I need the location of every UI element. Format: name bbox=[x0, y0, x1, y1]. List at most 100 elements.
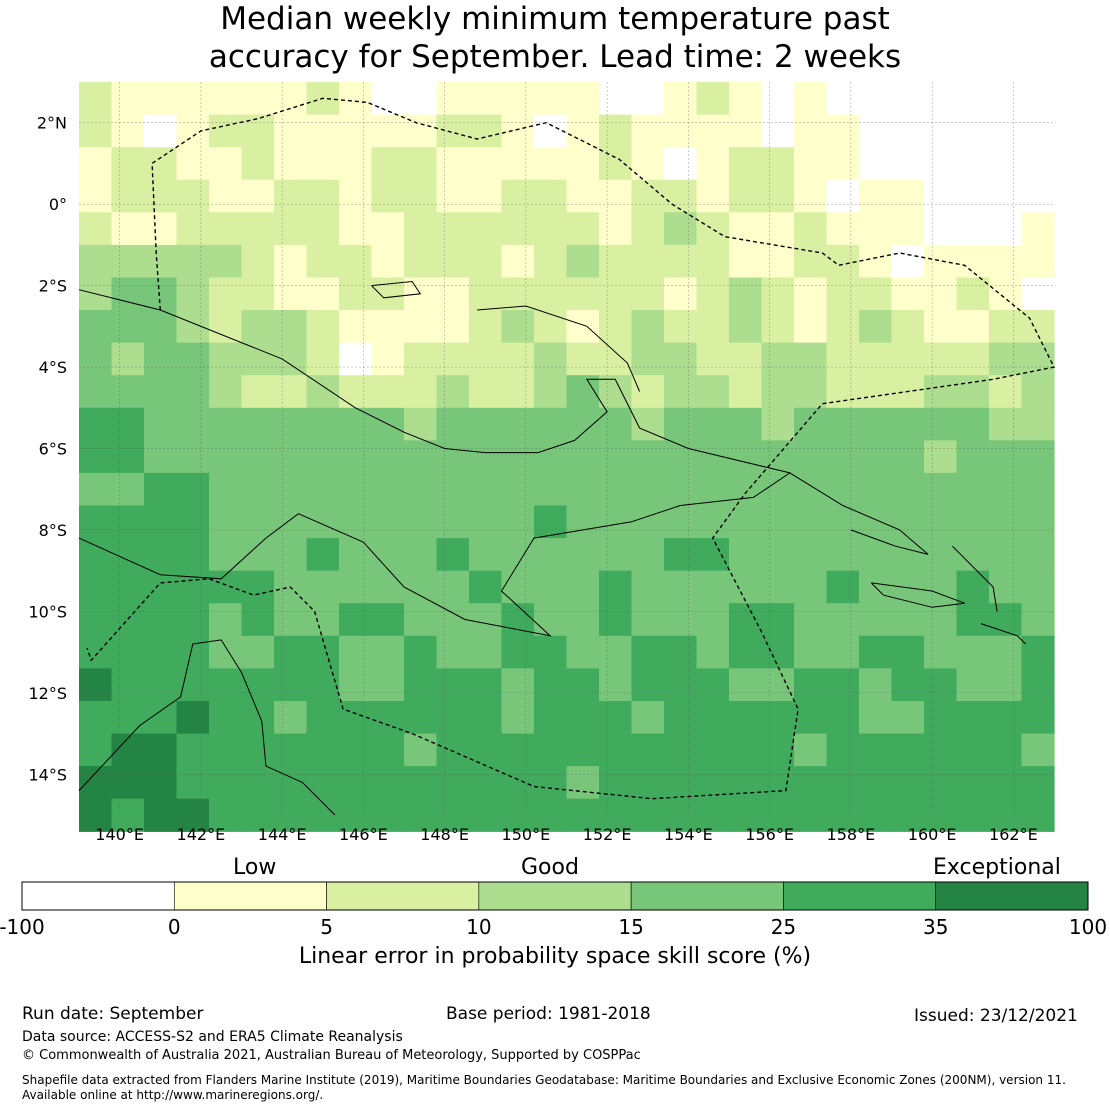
grid-cell bbox=[371, 570, 405, 604]
grid-cell bbox=[924, 440, 958, 474]
grid-cell bbox=[794, 472, 828, 507]
grid-cell bbox=[79, 701, 113, 735]
grid-cell bbox=[371, 440, 405, 474]
grid-cell bbox=[599, 114, 633, 148]
grid-cell bbox=[404, 668, 438, 702]
grid-cell bbox=[209, 701, 243, 735]
grid-cell bbox=[176, 407, 210, 441]
grid-cell bbox=[469, 668, 503, 702]
grid-cell bbox=[891, 668, 925, 702]
grid-cell bbox=[599, 570, 633, 604]
grid-cell bbox=[989, 440, 1023, 474]
grid-cell bbox=[794, 407, 828, 441]
copyright: © Commonwealth of Australia 2021, Austra… bbox=[22, 1048, 641, 1063]
grid-cell bbox=[241, 733, 275, 767]
grid-cell bbox=[534, 310, 568, 344]
grid-cell bbox=[859, 701, 893, 735]
grid-cell bbox=[111, 147, 145, 181]
grid-cell bbox=[209, 798, 243, 832]
grid-cell bbox=[826, 342, 860, 376]
grid-cell bbox=[761, 505, 795, 539]
grid-cell bbox=[859, 82, 893, 116]
grid-cell bbox=[209, 440, 243, 474]
coastline bbox=[78, 639, 336, 816]
grid-cell bbox=[176, 733, 210, 767]
grid-cell bbox=[826, 179, 860, 213]
grid-cell bbox=[209, 277, 243, 311]
grid-cell bbox=[241, 472, 275, 507]
grid-cell bbox=[404, 505, 438, 539]
grid-cell bbox=[144, 82, 178, 116]
grid-cell bbox=[566, 147, 600, 181]
grid-cell bbox=[859, 603, 893, 637]
grid-cell bbox=[111, 570, 145, 604]
grid-cell bbox=[209, 375, 243, 409]
grid-cell bbox=[696, 538, 730, 572]
grid-cell bbox=[794, 310, 828, 344]
grid-cell bbox=[566, 212, 600, 246]
grid-cell bbox=[599, 440, 633, 474]
grid-cell bbox=[891, 342, 925, 376]
grid-cell bbox=[404, 82, 438, 116]
grid-cell bbox=[306, 538, 340, 572]
grid-cell bbox=[956, 538, 990, 572]
grid-cell bbox=[956, 179, 990, 213]
grid-cell bbox=[989, 212, 1023, 246]
grid-cell bbox=[306, 310, 340, 344]
grid-cell bbox=[176, 603, 210, 637]
grid-cell bbox=[729, 244, 763, 279]
grid-cell bbox=[696, 310, 730, 344]
grid-cell bbox=[404, 244, 438, 279]
colorbar-frame bbox=[21, 881, 1089, 911]
grid-cell bbox=[404, 570, 438, 604]
grid-cell bbox=[989, 375, 1023, 409]
grid-cell bbox=[501, 244, 535, 279]
grid-cell bbox=[794, 82, 828, 116]
grid-cell bbox=[859, 766, 893, 800]
grid-cell bbox=[469, 701, 503, 735]
grid-cell bbox=[1021, 375, 1055, 409]
grid-cell bbox=[826, 114, 860, 148]
grid-cell bbox=[339, 147, 373, 181]
grid-cell bbox=[469, 179, 503, 213]
grid-cell bbox=[826, 635, 860, 669]
grid-cell bbox=[436, 635, 470, 669]
grid-cell bbox=[599, 798, 633, 832]
grid-cell bbox=[729, 342, 763, 376]
grid-cell bbox=[729, 440, 763, 474]
grid-cell bbox=[501, 407, 535, 441]
grid-cell bbox=[209, 668, 243, 702]
lat-tick-label: 2°N bbox=[37, 114, 67, 133]
grid-cell bbox=[859, 277, 893, 311]
grid-cell bbox=[631, 538, 665, 572]
grid-cell bbox=[761, 472, 795, 507]
grid-cell bbox=[1021, 179, 1055, 213]
grid-cell bbox=[794, 798, 828, 832]
grid-cell bbox=[729, 212, 763, 246]
page-title: Median weekly minimum temperature past a… bbox=[0, 0, 1110, 76]
grid-cell bbox=[79, 244, 113, 279]
grid-cell bbox=[566, 342, 600, 376]
grid-cell bbox=[209, 407, 243, 441]
grid-cell bbox=[371, 635, 405, 669]
grid-cell bbox=[79, 635, 113, 669]
grid-cell bbox=[209, 505, 243, 539]
grid-cell bbox=[176, 766, 210, 800]
grid-cell bbox=[956, 766, 990, 800]
grid-cell bbox=[859, 114, 893, 148]
grid-cell bbox=[956, 342, 990, 376]
grid-cell bbox=[111, 179, 145, 213]
grid-cell bbox=[176, 277, 210, 311]
coastline bbox=[870, 582, 965, 608]
grid-cell bbox=[241, 179, 275, 213]
grid-cell bbox=[79, 570, 113, 604]
grid-cell bbox=[826, 407, 860, 441]
grid-cell bbox=[826, 277, 860, 311]
grid-cell bbox=[924, 505, 958, 539]
grid-cell bbox=[111, 407, 145, 441]
grid-cell bbox=[436, 342, 470, 376]
grid-cell bbox=[891, 407, 925, 441]
grid-cell bbox=[436, 375, 470, 409]
grid-cell bbox=[599, 277, 633, 311]
